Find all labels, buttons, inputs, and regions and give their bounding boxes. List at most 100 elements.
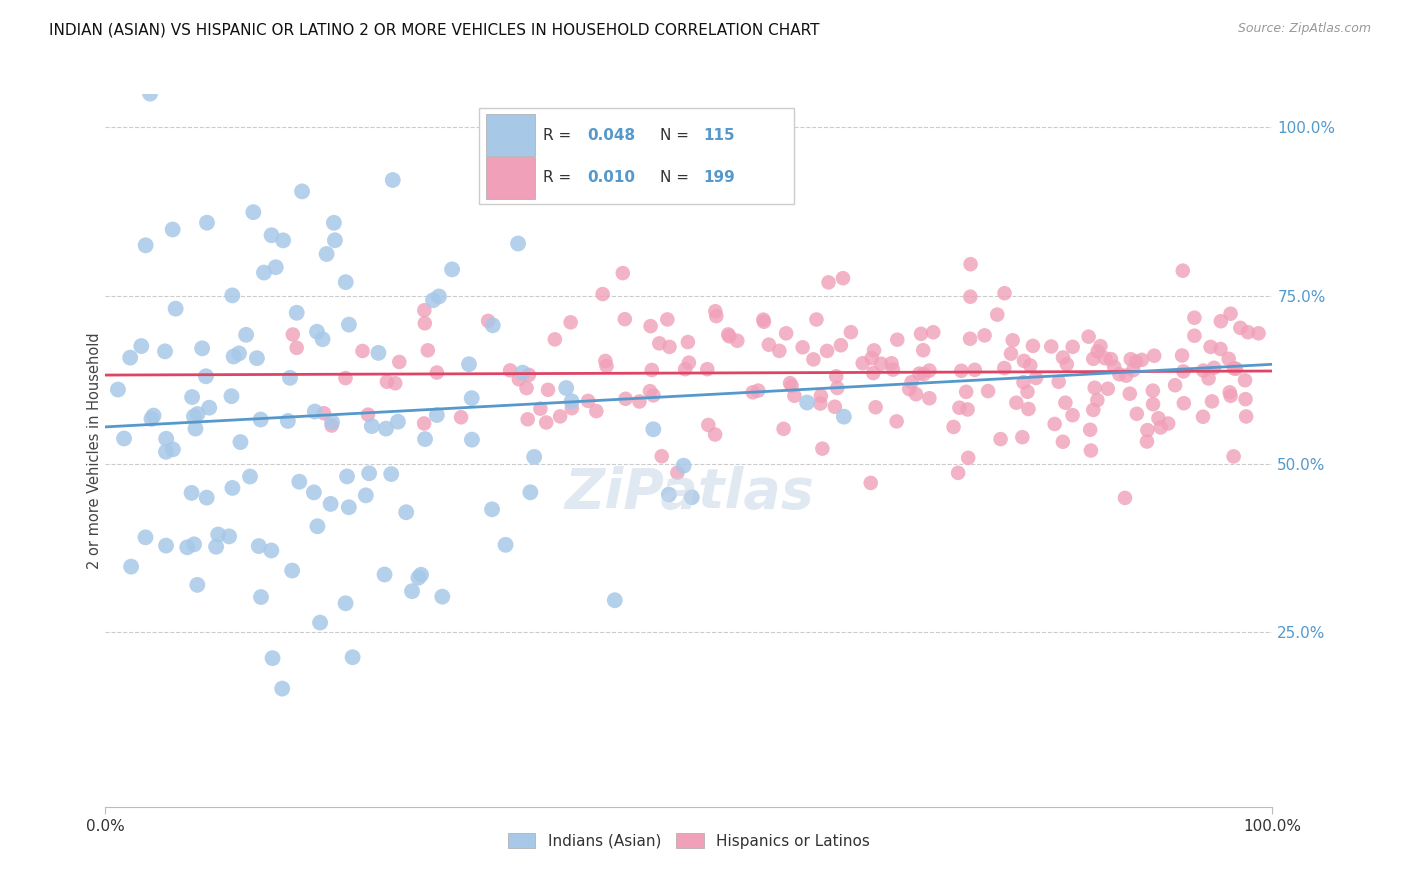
Point: [1080, 443, 1102, 458]
Point: [863, 343, 886, 358]
Point: [956, 402, 979, 417]
Point: [426, 366, 449, 380]
FancyBboxPatch shape: [479, 108, 794, 204]
Point: [387, 415, 409, 429]
Point: [918, 363, 941, 377]
Point: [501, 155, 523, 169]
Point: [912, 367, 935, 381]
Point: [155, 432, 177, 446]
Point: [1184, 328, 1206, 343]
Point: [1097, 382, 1119, 396]
Point: [409, 567, 432, 582]
Point: [235, 327, 257, 342]
Point: [408, 571, 430, 585]
Point: [704, 309, 727, 323]
Point: [752, 312, 775, 326]
Point: [264, 260, 287, 275]
Point: [1019, 359, 1042, 373]
Point: [107, 383, 129, 397]
Point: [139, 87, 162, 101]
Point: [827, 381, 849, 395]
Point: [673, 362, 696, 376]
Point: [1157, 417, 1180, 431]
Text: N =: N =: [659, 170, 693, 186]
Point: [239, 469, 262, 483]
Point: [165, 301, 187, 316]
Point: [1219, 389, 1241, 403]
Point: [603, 593, 626, 607]
Point: [959, 290, 981, 304]
Point: [1173, 396, 1195, 410]
Point: [1201, 394, 1223, 409]
Point: [307, 519, 329, 533]
Point: [1222, 450, 1244, 464]
Point: [704, 304, 727, 318]
Point: [696, 362, 718, 376]
Point: [1199, 340, 1222, 354]
Point: [1052, 351, 1074, 365]
Point: [1209, 314, 1232, 328]
Point: [1229, 321, 1251, 335]
Point: [747, 384, 769, 398]
Point: [561, 394, 583, 409]
Point: [1012, 376, 1035, 390]
Point: [278, 371, 301, 385]
Point: [460, 391, 482, 405]
Point: [859, 475, 882, 490]
Point: [560, 315, 582, 329]
Point: [342, 650, 364, 665]
Point: [309, 615, 332, 630]
Point: [880, 356, 903, 370]
Point: [129, 339, 152, 353]
Y-axis label: 2 or more Vehicles in Household: 2 or more Vehicles in Household: [87, 332, 101, 569]
Point: [775, 326, 797, 341]
Point: [155, 539, 177, 553]
Point: [352, 343, 374, 358]
Point: [534, 416, 557, 430]
Point: [135, 238, 157, 252]
Point: [1025, 371, 1047, 385]
Point: [986, 308, 1008, 322]
Point: [186, 407, 208, 421]
Point: [1119, 352, 1142, 367]
Point: [638, 384, 661, 399]
Point: [780, 379, 803, 393]
Point: [1040, 339, 1063, 353]
Point: [322, 216, 344, 230]
FancyBboxPatch shape: [486, 114, 534, 156]
Point: [218, 529, 240, 543]
Point: [1099, 352, 1122, 367]
Text: 0.048: 0.048: [588, 128, 636, 143]
Point: [517, 368, 540, 382]
Point: [612, 266, 634, 280]
Point: [281, 564, 304, 578]
Point: [808, 396, 831, 410]
Point: [499, 363, 522, 377]
Point: [643, 422, 665, 436]
Point: [198, 401, 221, 415]
Point: [1000, 346, 1022, 360]
Point: [1083, 351, 1105, 366]
Point: [852, 356, 875, 370]
Point: [162, 222, 184, 236]
Point: [803, 352, 825, 367]
Point: [1234, 373, 1257, 387]
Point: [360, 419, 382, 434]
Point: [1085, 393, 1108, 408]
Point: [1192, 409, 1215, 424]
Point: [918, 391, 941, 405]
Point: [886, 333, 908, 347]
Point: [153, 344, 176, 359]
Point: [422, 293, 444, 308]
Point: [335, 596, 357, 610]
Point: [614, 392, 637, 406]
Point: [183, 537, 205, 551]
Point: [321, 415, 343, 429]
Point: [860, 351, 883, 365]
Text: Source: ZipAtlas.com: Source: ZipAtlas.com: [1237, 22, 1371, 36]
Point: [1247, 326, 1270, 341]
Point: [648, 336, 671, 351]
Point: [555, 381, 578, 395]
Point: [416, 343, 439, 358]
Point: [1077, 329, 1099, 343]
